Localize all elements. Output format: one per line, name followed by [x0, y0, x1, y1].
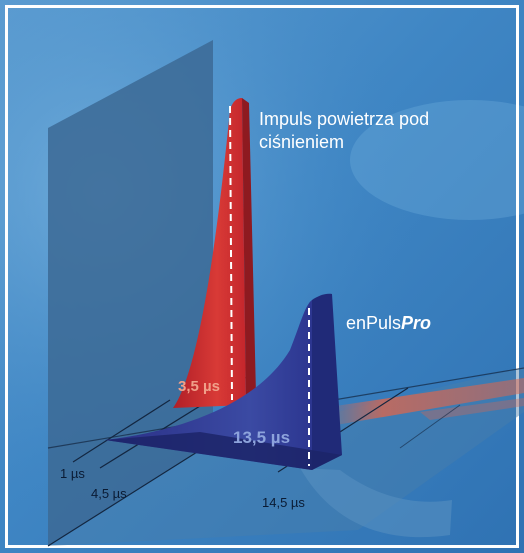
- enpuls-pulse-base: [105, 432, 342, 470]
- axis-tick-1us: 1 µs: [60, 466, 85, 481]
- air-pulse-label-line1: Impuls powietrza pod: [259, 109, 430, 129]
- enpuls-duration-label: 13,5 µs: [233, 428, 291, 447]
- air-pulse-label: Impuls powietrza pod ciśnieniem: [259, 108, 434, 154]
- enpuls-pulse-front: [105, 300, 312, 470]
- air-pulse-peak-line: [229, 105, 233, 401]
- air-duration-label: 3,5 µs: [178, 378, 221, 395]
- tick-line-1us: [72, 399, 171, 463]
- enpuls-reflection: [300, 468, 452, 538]
- enpuls-label-suffix: Pro: [401, 313, 432, 333]
- frame-border: [5, 5, 519, 548]
- background-highlight: [350, 100, 524, 220]
- air-pulse-front: [173, 98, 246, 408]
- axis-tick-14-5us: 14,5 µs: [262, 495, 305, 510]
- enpuls-label-prefix: enPuls: [346, 313, 402, 333]
- air-pulse-side: [242, 98, 256, 405]
- enpuls-label: enPulsPro: [346, 313, 431, 334]
- floor-axis-left: [47, 441, 214, 547]
- axis-tick-4-5us: 4,5 µs: [91, 486, 127, 501]
- enpuls-pulse-side: [312, 293, 342, 470]
- floor-reflection-stripe: [322, 378, 524, 426]
- air-pulse-label-line2: ciśnieniem: [259, 132, 345, 152]
- tick-line-extra: [399, 404, 461, 449]
- back-wall-panel: [48, 40, 213, 546]
